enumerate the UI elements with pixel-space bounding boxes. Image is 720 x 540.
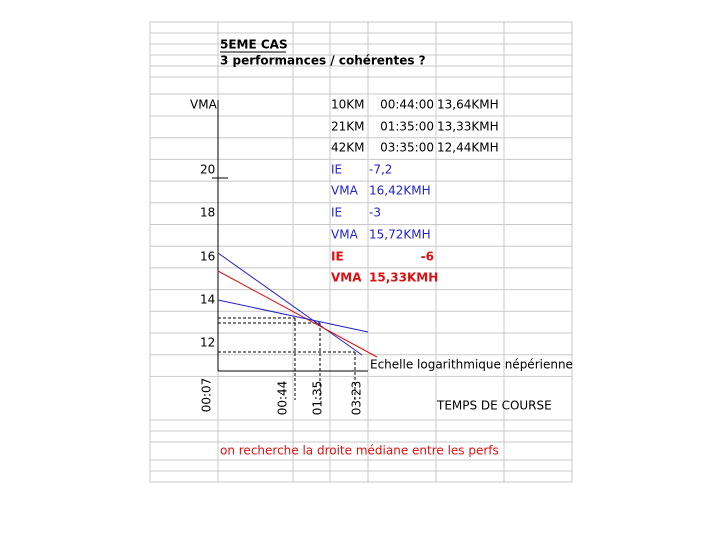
- y-tick-label: 18: [200, 206, 215, 220]
- cell: 15,33KMH: [369, 271, 438, 285]
- x-tick-label: 00:07: [200, 378, 214, 413]
- y-tick-label: 12: [200, 336, 215, 350]
- cell: 00:44:00: [380, 98, 434, 112]
- x-tick-label: 03:23: [350, 381, 364, 416]
- cell: 42KM: [331, 141, 365, 155]
- guides: [218, 317, 356, 400]
- cell: IE: [331, 163, 342, 177]
- title: 5EME CAS: [220, 38, 288, 52]
- cell: 12,44KMH: [437, 141, 499, 155]
- x-tick-label: 00:44: [276, 381, 290, 416]
- y-label: VMA: [190, 98, 218, 112]
- trend-line: [217, 270, 378, 358]
- cell: -7,2: [369, 163, 392, 177]
- sheet-grid: [149, 21, 573, 483]
- cell: 10KM: [331, 98, 365, 112]
- cell: 01:35:00: [380, 120, 434, 134]
- cell: VMA: [331, 271, 362, 285]
- cell: 16,42KMH: [369, 184, 431, 198]
- x-label: TEMPS DE COURSE: [436, 399, 552, 413]
- cell: VMA: [331, 184, 359, 198]
- x-tick-label: 01:35: [311, 381, 325, 416]
- footer-note: on recherche la droite médiane entre les…: [220, 444, 499, 458]
- cell: IE: [331, 250, 344, 264]
- trend-line: [217, 299, 369, 333]
- scale-note: Echelle logarithmique népérienne: [370, 358, 573, 372]
- cell: 21KM: [331, 120, 365, 134]
- y-tick-label: 20: [200, 163, 215, 177]
- cell: 03:35:00: [380, 141, 434, 155]
- subtitle: 3 performances / cohérentes ?: [220, 54, 426, 68]
- cell: VMA: [331, 228, 359, 242]
- y-tick-label: 14: [200, 293, 215, 307]
- cell: 13,64KMH: [437, 98, 499, 112]
- cell: IE: [331, 206, 342, 220]
- cell: -3: [369, 206, 381, 220]
- cell: 13,33KMH: [437, 120, 499, 134]
- y-tick-label: 16: [200, 250, 215, 264]
- trend-line: [217, 252, 363, 356]
- cell: 15,72KMH: [369, 228, 431, 242]
- cell: -6: [421, 250, 434, 264]
